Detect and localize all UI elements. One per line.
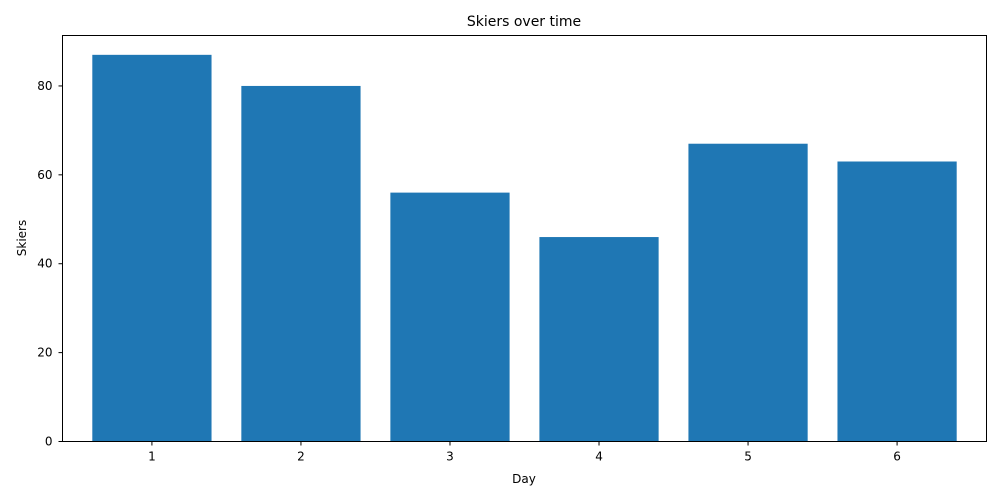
y-tick-label: 20 [37,346,52,360]
y-axis-label: Skiers [15,220,29,256]
y-tick-label: 80 [37,79,52,93]
bar-day-1 [92,54,212,442]
y-ticks-group: 0 20 40 60 80 [37,79,63,449]
x-tick-label: 2 [297,450,305,464]
x-tick-label: 4 [595,450,603,464]
bar-day-2 [241,85,361,442]
x-tick-label: 1 [148,450,156,464]
plot-frame [62,35,987,442]
bars-group [92,54,957,442]
bar-day-5 [688,143,808,442]
bar-day-3 [390,192,510,442]
x-ticks-group: 1 2 3 4 5 6 [148,441,901,464]
x-axis-label: Day [512,472,536,486]
x-tick-label: 6 [893,450,901,464]
x-tick-label: 3 [446,450,454,464]
y-tick-label: 60 [37,168,52,182]
bar-day-4 [539,237,659,442]
y-tick-label: 0 [45,435,53,449]
bar-day-6 [837,161,957,442]
x-tick-label: 5 [744,450,752,464]
y-tick-label: 40 [37,257,52,271]
chart-title: Skiers over time [467,14,581,30]
